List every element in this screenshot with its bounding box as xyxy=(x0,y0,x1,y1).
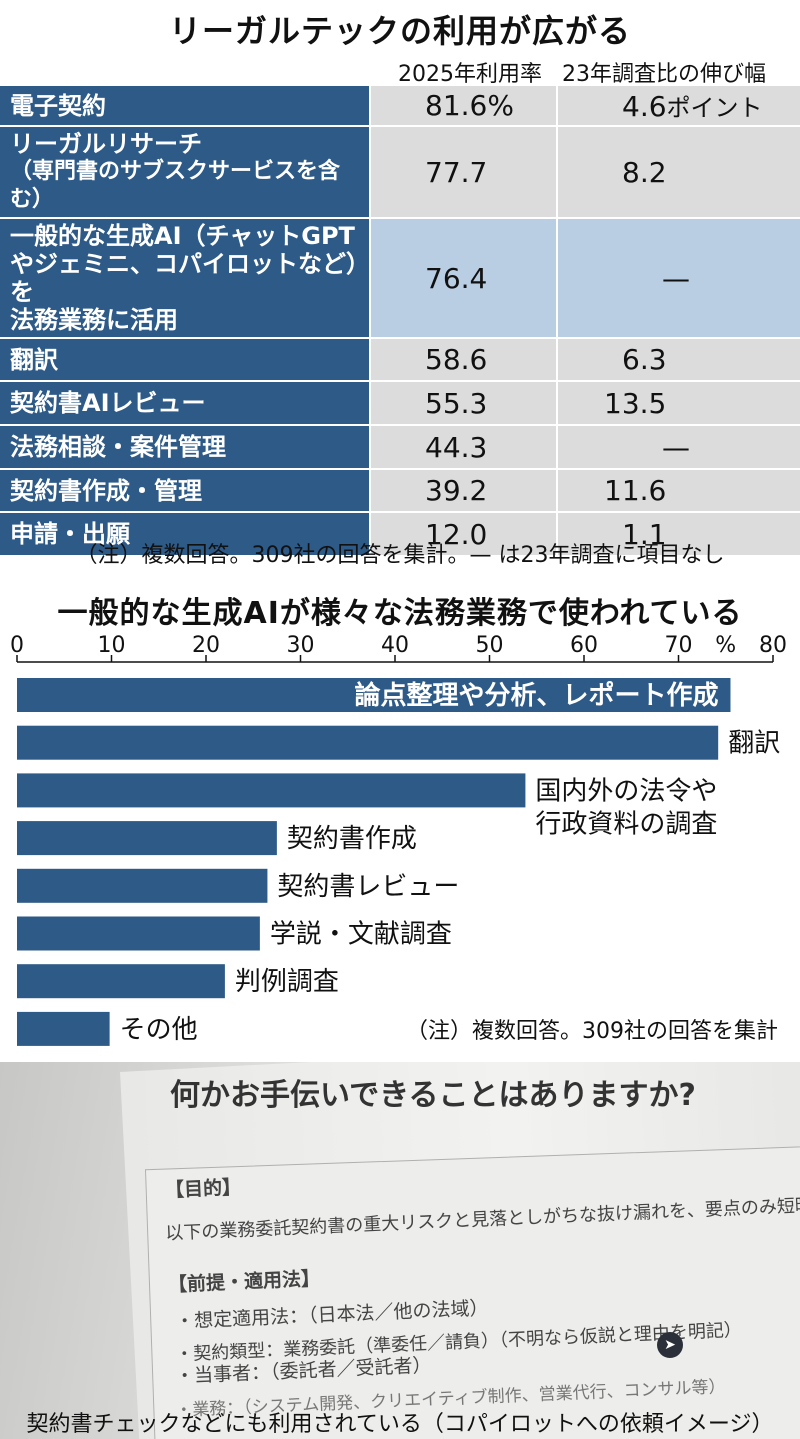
bar-label: 学説・文献調査 xyxy=(270,920,452,950)
row-growth: 1.1 xyxy=(557,512,800,557)
row-label: 法務相談・案件管理 xyxy=(0,425,371,470)
growth-value: — xyxy=(662,430,690,464)
row-label: 契約書AIレビュー xyxy=(0,381,371,426)
tick-label: 60 xyxy=(570,633,598,658)
row-growth: 13.5 xyxy=(557,381,800,426)
row-rate: 12.0 xyxy=(370,512,558,557)
row-label: 一般的な生成AI（チャットGPT やジェミニ、コパイロットなど）を 法務業務に活… xyxy=(0,218,371,339)
row-label-line: 法務業務に活用 xyxy=(10,306,178,334)
row-rate: 77.7 xyxy=(370,126,558,219)
legaltech-usage-table: 電子契約 81.6% 4.6ポイント リーガルリサーチ （専門書のサブスクサービ… xyxy=(0,86,800,557)
row-label: 契約書作成・管理 xyxy=(0,469,371,513)
growth-value: 1.1 xyxy=(622,517,667,551)
tick-label: 30 xyxy=(287,633,315,658)
row-growth: — xyxy=(557,218,800,339)
table-note: （注）複数回答。309社の回答を集計。— は23年調査に項目なし xyxy=(75,543,725,568)
growth-value: 6.3 xyxy=(622,343,667,376)
bar xyxy=(17,916,260,951)
row-label-line: リーガルリサーチ xyxy=(10,130,202,158)
bar-label-line: 行政資料の調査 xyxy=(535,809,717,839)
bar xyxy=(17,964,225,999)
row-label-line: 一般的な生成AI（チャットGPT xyxy=(10,222,355,250)
bar-label: その他 xyxy=(120,1015,198,1045)
row-growth: 6.3 xyxy=(557,338,800,382)
tick-label: 10 xyxy=(98,633,126,658)
growth-value: 11.6 xyxy=(604,474,667,507)
row-growth: 4.6ポイント xyxy=(557,86,800,127)
tick-label: 50 xyxy=(476,633,504,658)
bar-label: 国内外の法令や行政資料の調査 xyxy=(535,776,717,839)
bar-label: 翻訳 xyxy=(728,729,780,759)
prompt-line: 【目的】 xyxy=(164,1176,242,1202)
unit-label: % xyxy=(715,633,736,658)
bar-label-line: 契約書レビュー xyxy=(277,872,459,902)
row-label: 翻訳 xyxy=(0,338,371,382)
send-icon[interactable]: ➤ xyxy=(657,1332,683,1358)
bar-label-line: 論点整理や分析、レポート作成 xyxy=(354,680,718,711)
growth-value: — xyxy=(662,261,690,295)
row-label: 電子契約 xyxy=(0,86,371,127)
bar xyxy=(17,773,526,808)
table-row: 電子契約 81.6% 4.6ポイント xyxy=(0,86,800,127)
tick-label: 70 xyxy=(665,633,693,658)
bar-label-line: 学説・文献調査 xyxy=(270,920,452,950)
copilot-photo: 何かお手伝いできることはありますか? 【目的】 以下の業務委託契約書の重大リスク… xyxy=(0,1062,800,1439)
tick-label: 80 xyxy=(759,633,787,658)
bar-label-line: 翻訳 xyxy=(728,729,780,759)
row-label-line: （専門書のサブスクサービスを含む） xyxy=(10,159,341,212)
table-row: リーガルリサーチ （専門書のサブスクサービスを含む） 77.7 8.2 xyxy=(0,126,800,219)
bar-labels: 論点整理や分析、レポート作成翻訳国内外の法令や行政資料の調査契約書作成契約書レビ… xyxy=(120,680,781,1045)
bar xyxy=(17,821,277,856)
bars xyxy=(17,678,731,1046)
row-growth: — xyxy=(557,425,800,470)
row-label: リーガルリサーチ （専門書のサブスクサービスを含む） xyxy=(0,126,371,219)
row-rate: 44.3 xyxy=(370,425,558,470)
bar-label: 論点整理や分析、レポート作成 xyxy=(354,680,718,711)
row-label: 申請・出願 xyxy=(0,512,371,557)
col-header-rate: 2025年利用率 xyxy=(398,62,542,87)
row-rate: 55.3 xyxy=(370,381,558,426)
bar-label-line: その他 xyxy=(120,1015,198,1045)
tick-label: 40 xyxy=(381,633,409,658)
row-growth: 8.2 xyxy=(557,126,800,219)
table-row: 翻訳 58.6 6.3 xyxy=(0,338,800,382)
table-row: 法務相談・案件管理 44.3 — xyxy=(0,425,800,470)
bar-label: 契約書作成 xyxy=(287,824,417,854)
bar xyxy=(17,678,731,712)
table-row: 申請・出願 12.0 1.1 xyxy=(0,512,800,557)
chart-title: 一般的な生成AIが様々な法務業務で使われている xyxy=(57,596,743,631)
row-rate: 58.6 xyxy=(370,338,558,382)
tick-label: 0 xyxy=(10,633,24,658)
photo-caption: 契約書チェックなどにも利用されている（コパイロットへの依頼イメージ） xyxy=(26,1412,774,1437)
growth-unit: ポイント xyxy=(666,94,763,122)
bar-label-line: 判例調査 xyxy=(235,967,339,997)
table-row: 契約書作成・管理 39.2 11.6 xyxy=(0,469,800,513)
genai-usage-bar-chart: 0 10 20 30 40 50 60 70 80% 論点整理や分析、レポート作成翻訳国内外の法… xyxy=(10,633,787,1046)
row-rate: 76.4 xyxy=(370,218,558,339)
table-row: 一般的な生成AI（チャットGPT やジェミニ、コパイロットなど）を 法務業務に活… xyxy=(0,218,800,339)
row-label-line: やジェミニ、コパイロットなど）を xyxy=(10,250,358,306)
growth-value: 8.2 xyxy=(622,155,667,189)
chart-note: （注）複数回答。309社の回答を集計 xyxy=(406,1019,778,1044)
table-row: 契約書AIレビュー 55.3 13.5 xyxy=(0,381,800,426)
prompt-heading: 何かお手伝いできることはありますか? xyxy=(170,1078,696,1113)
bar-label-line: 国内外の法令や xyxy=(535,776,717,806)
row-rate: 81.6% xyxy=(370,86,558,127)
x-axis-ticks: 0 10 20 30 40 50 60 70 80% xyxy=(10,633,787,662)
bar xyxy=(17,725,719,760)
growth-value: 4.6 xyxy=(622,90,667,123)
bar-label: 契約書レビュー xyxy=(277,872,459,902)
table-title: リーガルテックの利用が広がる xyxy=(168,12,631,50)
col-header-growth: 23年調査比の伸び幅 xyxy=(562,62,766,87)
bar-label: 判例調査 xyxy=(235,967,339,997)
tick-label: 20 xyxy=(192,633,220,658)
bar xyxy=(17,868,268,903)
row-rate: 39.2 xyxy=(370,469,558,513)
row-growth: 11.6 xyxy=(557,469,800,513)
growth-value: 13.5 xyxy=(604,386,667,420)
bar xyxy=(17,1011,110,1046)
bar-label-line: 契約書作成 xyxy=(287,824,417,854)
